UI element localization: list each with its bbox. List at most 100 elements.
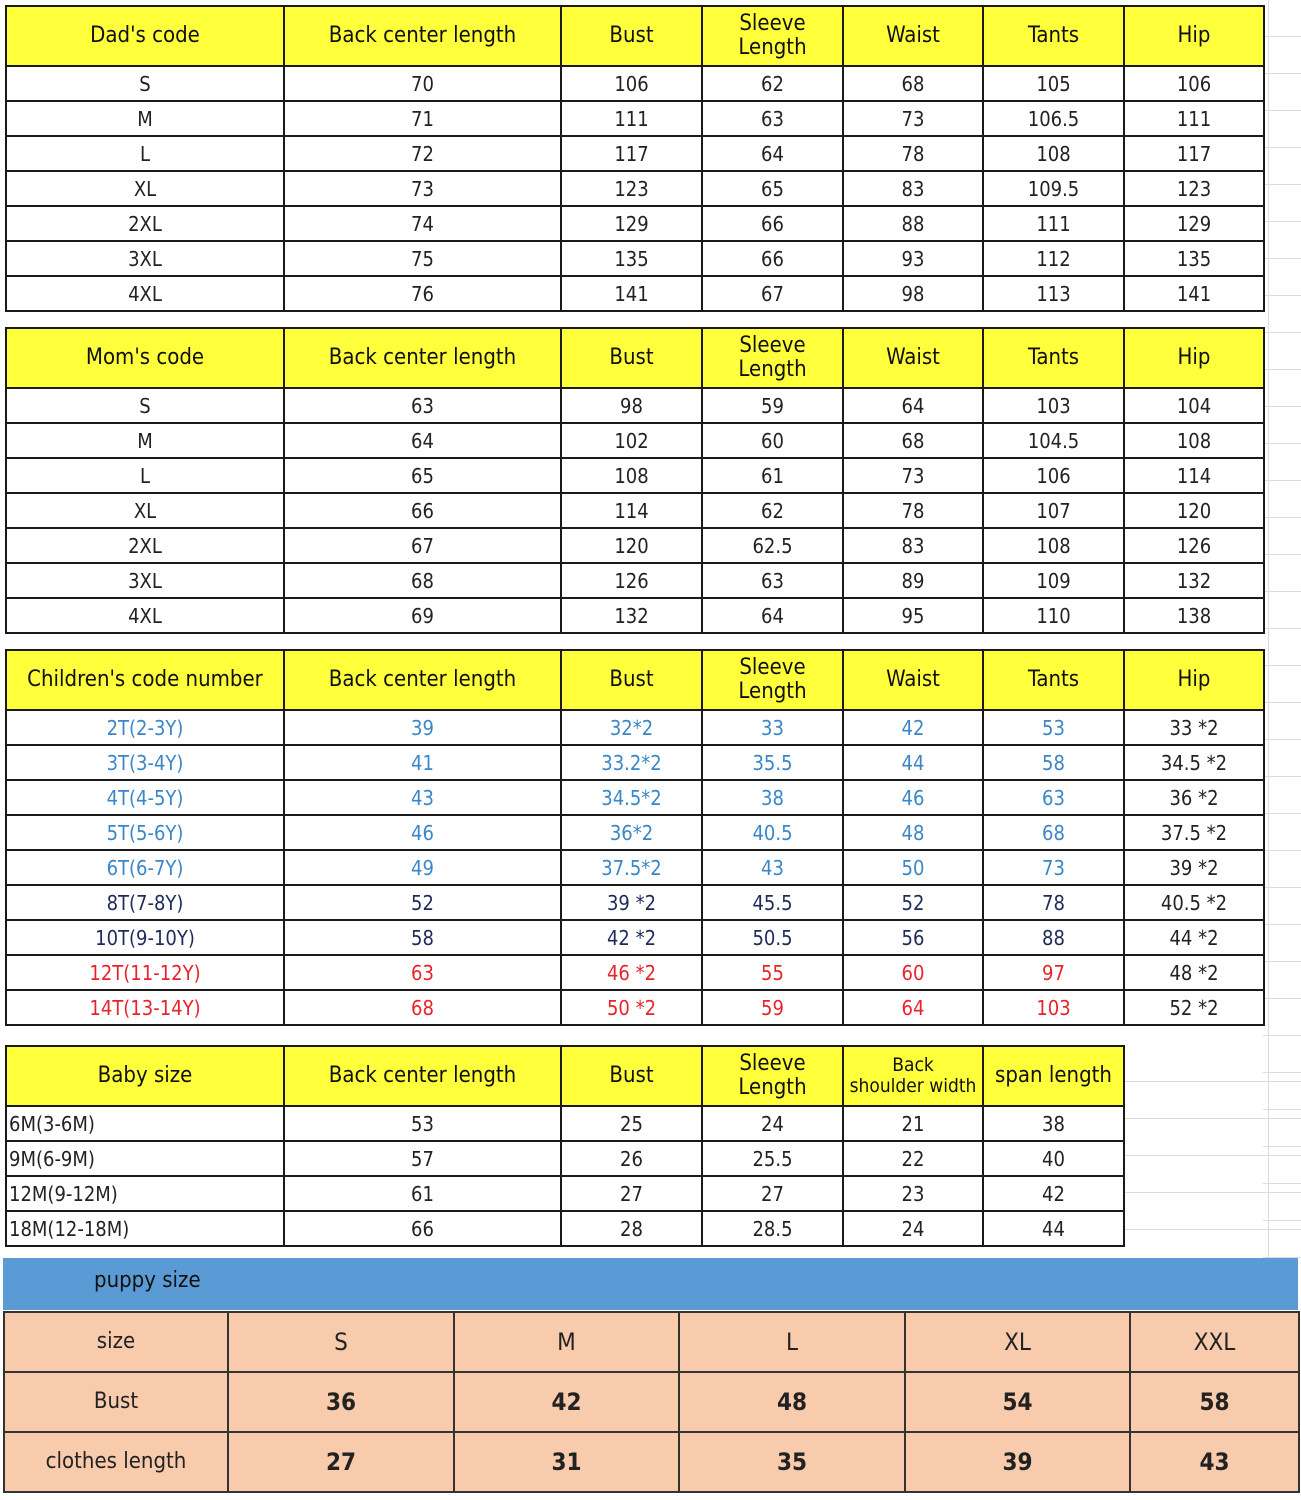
measurement-cell: 132: [560, 597, 703, 634]
measurement-cell: 55: [701, 954, 844, 991]
children-size-table: Children's code number Back center length…: [5, 649, 1265, 1026]
measurement-cell: 52: [842, 884, 984, 921]
measurement-cell: 120: [1123, 492, 1265, 529]
measurement-cell: 64: [701, 597, 844, 634]
measurement-cell: 53: [283, 1105, 562, 1142]
measurement-cell: 98: [560, 387, 703, 424]
measurement-cell: 62: [701, 65, 844, 102]
measurement-cell: 25.5: [701, 1140, 844, 1177]
measurement-cell: 66: [701, 240, 844, 277]
measurement-cell: 66: [701, 205, 844, 242]
measurement-cell: 42: [982, 1175, 1125, 1212]
column-header: Hip: [1123, 649, 1265, 711]
column-header: Waist: [842, 649, 984, 711]
measurement-cell: 117: [560, 135, 703, 172]
measurement-cell: 38: [701, 779, 844, 816]
measurement-cell: 67: [283, 527, 562, 564]
column-header: Children's code number: [5, 649, 285, 711]
table-row: 8T(7-8Y) 52 39 *2 45.5 52 78 40.5 *2: [5, 884, 1265, 921]
measurement-cell: 50 *2: [560, 989, 703, 1026]
header-row: Children's code number Back center length…: [5, 649, 1265, 711]
measurement-cell: 66: [283, 1210, 562, 1247]
measurement-cell: 104.5: [982, 422, 1125, 459]
column-header: span length: [982, 1045, 1125, 1107]
measurement-cell: 61: [283, 1175, 562, 1212]
size-label-cell: 14T(13-14Y): [5, 989, 285, 1026]
size-label-cell: 3T(3-4Y): [5, 744, 285, 781]
measurement-cell: 132: [1123, 562, 1265, 599]
baby-size-table: Baby size Back center length Bust Sleeve Len…: [5, 1045, 1125, 1247]
column-header: Waist: [842, 327, 984, 389]
measurement-cell: 75: [283, 240, 562, 277]
column-header: Tants: [982, 649, 1125, 711]
size-label-cell: 2XL: [5, 205, 285, 242]
measurement-cell: 83: [842, 170, 984, 207]
column-header: Back shoulder width: [842, 1045, 984, 1107]
puppy-measurement-cell: 58: [1129, 1371, 1300, 1433]
puppy-row-label: Bust: [3, 1371, 229, 1433]
column-header: Bust: [560, 1045, 703, 1107]
measurement-cell: 53: [982, 709, 1125, 746]
measurement-cell: 63: [701, 562, 844, 599]
measurement-cell: 64: [842, 989, 984, 1026]
measurement-cell: 103: [982, 387, 1125, 424]
size-label-cell: S: [5, 387, 285, 424]
size-label-cell: 6M(3-6M): [5, 1105, 285, 1142]
measurement-cell: 126: [560, 562, 703, 599]
measurement-cell: 74: [283, 205, 562, 242]
column-header: Back center length: [283, 327, 562, 389]
measurement-cell: 62.5: [701, 527, 844, 564]
measurement-cell: 129: [560, 205, 703, 242]
table-row: 2T(2-3Y) 39 32*2 33 42 53 33 *2: [5, 709, 1265, 746]
spreadsheet-column-line: [1268, 0, 1269, 1258]
puppy-measurement-cell: 31: [453, 1431, 680, 1493]
measurement-cell: 105: [982, 65, 1125, 102]
measurement-cell: 35.5: [701, 744, 844, 781]
measurement-cell: 37.5*2: [560, 849, 703, 886]
measurement-cell: 45.5: [701, 884, 844, 921]
measurement-cell: 64: [842, 387, 984, 424]
size-label-cell: XL: [5, 170, 285, 207]
measurement-cell: 108: [982, 527, 1125, 564]
column-header: Sleeve Length: [701, 1045, 844, 1107]
measurement-cell: 112: [982, 240, 1125, 277]
header-row: Mom's code Back center length Bust Sleeve Le…: [5, 327, 1265, 389]
measurement-cell: 68: [982, 814, 1125, 851]
measurement-cell: 50: [842, 849, 984, 886]
measurement-cell: 97: [982, 954, 1125, 991]
puppy-measurement-cell: 39: [904, 1431, 1131, 1493]
size-label-cell: S: [5, 65, 285, 102]
table-row: 18M(12-18M) 66 28 28.5 24 44: [5, 1210, 1125, 1247]
puppy-row: clothes length 27 31 35 39 43: [3, 1431, 1300, 1493]
measurement-cell: 44: [842, 744, 984, 781]
measurement-cell: 104: [1123, 387, 1265, 424]
puppy-size-header: M: [453, 1311, 680, 1373]
measurement-cell: 88: [982, 919, 1125, 956]
column-header: Sleeve Length: [701, 5, 844, 67]
size-label-cell: 6T(6-7Y): [5, 849, 285, 886]
measurement-cell: 108: [560, 457, 703, 494]
measurement-cell: 69: [283, 597, 562, 634]
measurement-cell: 39 *2: [1123, 849, 1265, 886]
measurement-cell: 106: [1123, 65, 1265, 102]
table-row: 12T(11-12Y) 63 46 *2 55 60 97 48 *2: [5, 954, 1265, 991]
size-label-cell: 5T(5-6Y): [5, 814, 285, 851]
measurement-cell: 68: [842, 422, 984, 459]
puppy-size-header: L: [678, 1311, 906, 1373]
measurement-cell: 113: [982, 275, 1125, 312]
header-row: Dad's code Back center length Bust Sleeve Le…: [5, 5, 1265, 67]
measurement-cell: 67: [701, 275, 844, 312]
measurement-cell: 109.5: [982, 170, 1125, 207]
spreadsheet-gridlines: [1123, 1045, 1301, 1258]
measurement-cell: 58: [283, 919, 562, 956]
table-row: S 70 106 62 68 105 106: [5, 65, 1265, 102]
size-label-cell: 3XL: [5, 562, 285, 599]
measurement-cell: 63: [982, 779, 1125, 816]
column-header: Sleeve Length: [701, 327, 844, 389]
measurement-cell: 62: [701, 492, 844, 529]
puppy-measurement-cell: 48: [678, 1371, 906, 1433]
size-label-cell: L: [5, 135, 285, 172]
measurement-cell: 44 *2: [1123, 919, 1265, 956]
header-row: Baby size Back center length Bust Sleeve Len…: [5, 1045, 1125, 1107]
size-label-cell: 18M(12-18M): [5, 1210, 285, 1247]
